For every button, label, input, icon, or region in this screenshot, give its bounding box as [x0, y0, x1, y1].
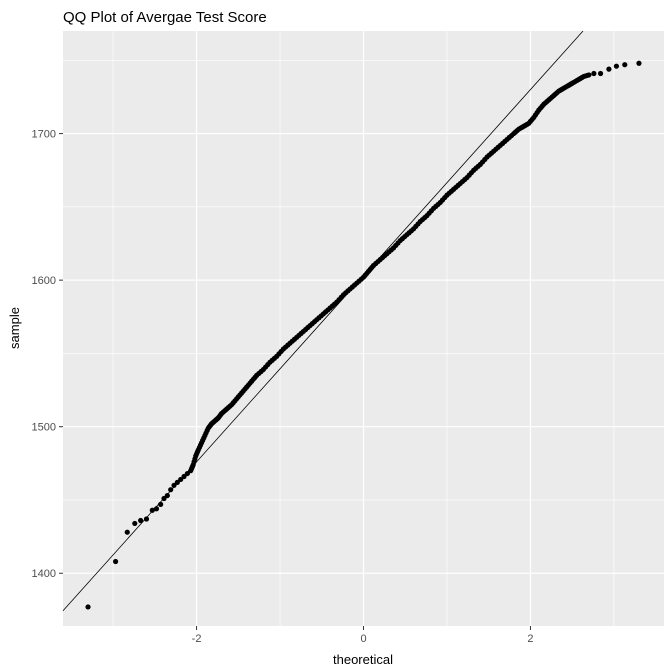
reference-line [62, 30, 584, 612]
data-point [442, 194, 448, 201]
data-point [338, 294, 344, 300]
data-point [158, 501, 164, 507]
data-point [237, 392, 243, 398]
data-point [242, 386, 248, 392]
data-point [184, 470, 190, 477]
data-point [468, 170, 475, 176]
data-point [534, 109, 540, 116]
y-axis-title: sample [7, 307, 22, 349]
data-point [201, 435, 207, 441]
x-tick-label: -2 [192, 633, 202, 645]
data-point [584, 72, 590, 79]
data-point [495, 144, 501, 150]
data-point [402, 234, 408, 240]
data-point [252, 374, 258, 380]
data-point [232, 398, 238, 404]
data-point [204, 427, 210, 434]
y-tick-label: 1500 [32, 422, 56, 434]
data-point [613, 63, 620, 69]
data-point [227, 403, 233, 409]
data-point [375, 258, 381, 265]
y-axis-ticks: 1400 1500 1600 1700 [32, 129, 63, 580]
data-point [285, 342, 291, 348]
data-point [422, 215, 428, 221]
x-axis-title: theoretical [333, 652, 393, 667]
data-point [331, 301, 338, 307]
data-point [606, 66, 612, 72]
data-point [271, 355, 278, 361]
data-point [351, 282, 358, 288]
data-point [298, 330, 304, 336]
data-point [388, 247, 394, 253]
data-point [428, 208, 434, 214]
data-point [636, 60, 642, 66]
data-point [194, 449, 200, 455]
data-point [597, 70, 604, 77]
data-point [258, 368, 264, 375]
data-point [305, 324, 311, 331]
data-point [311, 319, 318, 325]
data-point [364, 270, 370, 276]
data-point [318, 313, 324, 319]
data-point [475, 163, 481, 169]
data-point [448, 188, 455, 194]
data-point [539, 103, 545, 109]
data-point [222, 407, 228, 414]
data-point [247, 380, 253, 386]
x-tick-label: 2 [527, 633, 533, 645]
data-point [192, 456, 198, 462]
data-point [591, 70, 597, 77]
y-tick-label: 1400 [32, 568, 56, 580]
data-point [138, 517, 144, 524]
data-point [161, 495, 167, 502]
data-point [622, 62, 628, 68]
data-point [358, 276, 364, 282]
data-point [345, 288, 351, 294]
data-point [291, 336, 298, 342]
data-point [415, 221, 421, 227]
data-point [149, 507, 155, 513]
data-point [85, 604, 91, 610]
data-point [435, 201, 441, 208]
x-tick-label: 0 [360, 633, 366, 645]
data-point [124, 529, 130, 535]
data-point [482, 156, 488, 163]
data-point [181, 473, 187, 480]
data-point [278, 348, 284, 355]
data-point [455, 182, 461, 188]
data-point [132, 520, 138, 527]
data-point [529, 116, 535, 123]
data-point [164, 492, 170, 499]
data-point [508, 132, 515, 139]
data-point [197, 442, 204, 448]
data-point [549, 94, 555, 100]
data-point [174, 479, 180, 485]
y-tick-label: 1600 [32, 275, 56, 287]
data-point [395, 240, 401, 246]
data-point [168, 487, 174, 493]
data-point [462, 176, 468, 183]
data-point [189, 464, 195, 470]
data-point [153, 506, 160, 512]
data-point [524, 121, 530, 127]
data-point [502, 138, 508, 145]
x-axis-ticks: -2 0 2 [192, 626, 534, 645]
data-point [325, 307, 331, 313]
data-point [265, 362, 271, 368]
data-point [382, 253, 388, 259]
data-point [408, 228, 414, 234]
data-point [143, 516, 150, 522]
data-point [488, 150, 495, 156]
chart-title: QQ Plot of Avergae Test Score [63, 9, 267, 26]
y-tick-label: 1700 [32, 129, 56, 141]
data-point [112, 558, 119, 565]
data-point [171, 482, 177, 488]
data-point [369, 264, 375, 271]
data-point [544, 98, 550, 104]
data-point [178, 476, 184, 483]
data-points [85, 60, 642, 610]
